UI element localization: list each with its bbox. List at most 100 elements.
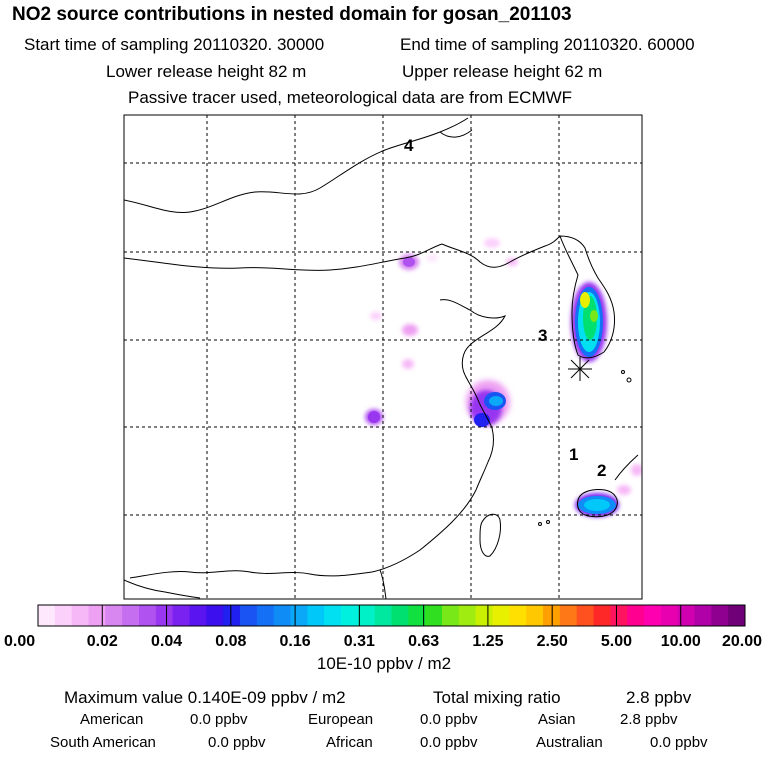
colorbar-cell xyxy=(240,605,258,626)
grid-lines xyxy=(124,115,642,599)
colorbar-cell xyxy=(374,605,392,626)
plume-central-china-core xyxy=(368,411,380,423)
border-inner xyxy=(124,243,443,271)
plume-kyushu-core xyxy=(584,499,610,511)
colorbar-cell xyxy=(273,605,291,626)
plume-faint xyxy=(506,258,518,266)
plume-faint xyxy=(617,485,631,495)
american-label: American xyxy=(80,711,144,728)
colorbar-cell xyxy=(391,605,409,626)
colorbar-cell xyxy=(543,605,561,626)
colorbar-tick-label: 20.00 xyxy=(722,633,762,650)
tracer-label: Passive tracer used, meteorological data… xyxy=(128,88,573,107)
colorbar-cell xyxy=(475,605,493,626)
plume-faint xyxy=(426,254,438,262)
lower-release-label: Lower release height 82 m xyxy=(106,62,307,81)
colorbar-cell xyxy=(711,605,729,626)
colorbar-cell xyxy=(694,605,712,626)
map-frame xyxy=(123,114,643,600)
colorbar-cell xyxy=(105,605,123,626)
coastline-kyushu xyxy=(577,489,618,518)
colorbar-tick-label: 0.00 xyxy=(4,633,35,650)
receptor-marker xyxy=(568,357,592,381)
coastline-north-2 xyxy=(439,129,473,138)
colorbar-tick-label: 0.63 xyxy=(408,633,439,650)
asian-label: Asian xyxy=(538,711,576,728)
plume-beijing-core xyxy=(403,257,415,267)
australian-label: Australian xyxy=(536,734,603,751)
colorbar-cell xyxy=(458,605,477,626)
start-time-label: Start time of sampling 20110320. 30000 xyxy=(24,35,325,54)
colorbar-cell xyxy=(728,605,746,626)
american-value: 0.0 ppbv xyxy=(190,711,248,728)
colorbar-cell xyxy=(38,605,56,626)
colorbar-cell xyxy=(290,605,308,626)
colorbar-cell xyxy=(122,605,140,626)
african-label: African xyxy=(326,734,373,751)
colorbar-cell xyxy=(408,605,426,626)
region-label-3: 3 xyxy=(538,326,547,345)
plume-korea-peak-2 xyxy=(590,310,598,322)
coastline-shandong xyxy=(439,299,507,376)
colorbar-cell xyxy=(324,605,342,626)
upper-release-label: Upper release height 62 m xyxy=(402,62,603,81)
colorbar-cell xyxy=(660,605,679,626)
colorbar-cell xyxy=(155,605,174,626)
colorbar-cell xyxy=(172,605,190,626)
island xyxy=(546,520,550,524)
colorbar-tick-label: 0.04 xyxy=(151,633,182,650)
plume-faint xyxy=(402,359,414,369)
colorbar-unit: 10E-10 ppbv / m2 xyxy=(316,654,452,673)
african-value: 0.0 ppbv xyxy=(420,734,478,751)
colorbar-cell xyxy=(610,605,628,626)
colorbar-tick-label: 10.00 xyxy=(661,633,701,650)
colorbar-cell xyxy=(559,605,578,626)
south-american-value: 0.0 ppbv xyxy=(208,734,266,751)
colorbar-cell xyxy=(206,605,224,626)
colorbar-tick-label: 2.50 xyxy=(537,633,568,650)
colorbar-tick-label: 0.16 xyxy=(280,633,311,650)
plume-shanghai-core xyxy=(489,396,503,406)
colorbar-cell xyxy=(509,605,527,626)
chart-title: NO2 source contributions in nested domai… xyxy=(12,4,572,25)
asian-value: 2.8 ppbv xyxy=(620,711,678,728)
colorbar-cell xyxy=(644,605,662,626)
european-label: European xyxy=(308,711,374,728)
plume-faint xyxy=(402,324,418,336)
coastline-north xyxy=(124,117,469,214)
total-mixing-value: 2.8 ppbv xyxy=(626,688,692,707)
island xyxy=(621,370,625,374)
australian-value: 0.0 ppbv xyxy=(650,734,708,751)
border-southwest xyxy=(124,579,201,599)
colorbar-cell xyxy=(54,605,73,626)
coastline-japan xyxy=(614,454,639,481)
coastline-south xyxy=(129,570,373,579)
end-time-label: End time of sampling 20110320. 60000 xyxy=(400,35,695,54)
island xyxy=(626,377,632,383)
colorbar-cell xyxy=(139,605,157,626)
colorbar-tick-label: 0.02 xyxy=(87,633,118,650)
colorbar-cell xyxy=(88,605,106,626)
coastline-east-china xyxy=(371,374,494,573)
european-value: 0.0 ppbv xyxy=(420,711,478,728)
south-american-label: South American xyxy=(50,734,156,751)
island xyxy=(538,522,542,526)
colorbar-tick-label: 1.25 xyxy=(472,633,503,650)
colorbar: 0.00 0.02 0.04 0.08 0.16 0.31 0.63 1.25 2.50 5.00… xyxy=(4,604,762,650)
region-label-4: 4 xyxy=(404,136,414,155)
max-value-label: Maximum value 0.140E-09 ppbv / m2 xyxy=(64,688,346,707)
colorbar-tick-label: 0.31 xyxy=(344,633,375,650)
colorbar-tick-label: 0.08 xyxy=(215,633,246,650)
colorbar-cell xyxy=(442,605,460,626)
region-label-2: 2 xyxy=(597,461,606,480)
colorbar-cell xyxy=(71,605,89,626)
coastline-bohai xyxy=(441,235,561,268)
plume-faint xyxy=(631,464,642,476)
region-label-1: 1 xyxy=(569,445,578,464)
colorbar-cell xyxy=(526,605,544,626)
coastline-korea xyxy=(559,235,615,359)
colorbar-cell xyxy=(307,605,325,626)
colorbar-cell xyxy=(223,605,241,626)
plume-faint xyxy=(370,312,382,320)
